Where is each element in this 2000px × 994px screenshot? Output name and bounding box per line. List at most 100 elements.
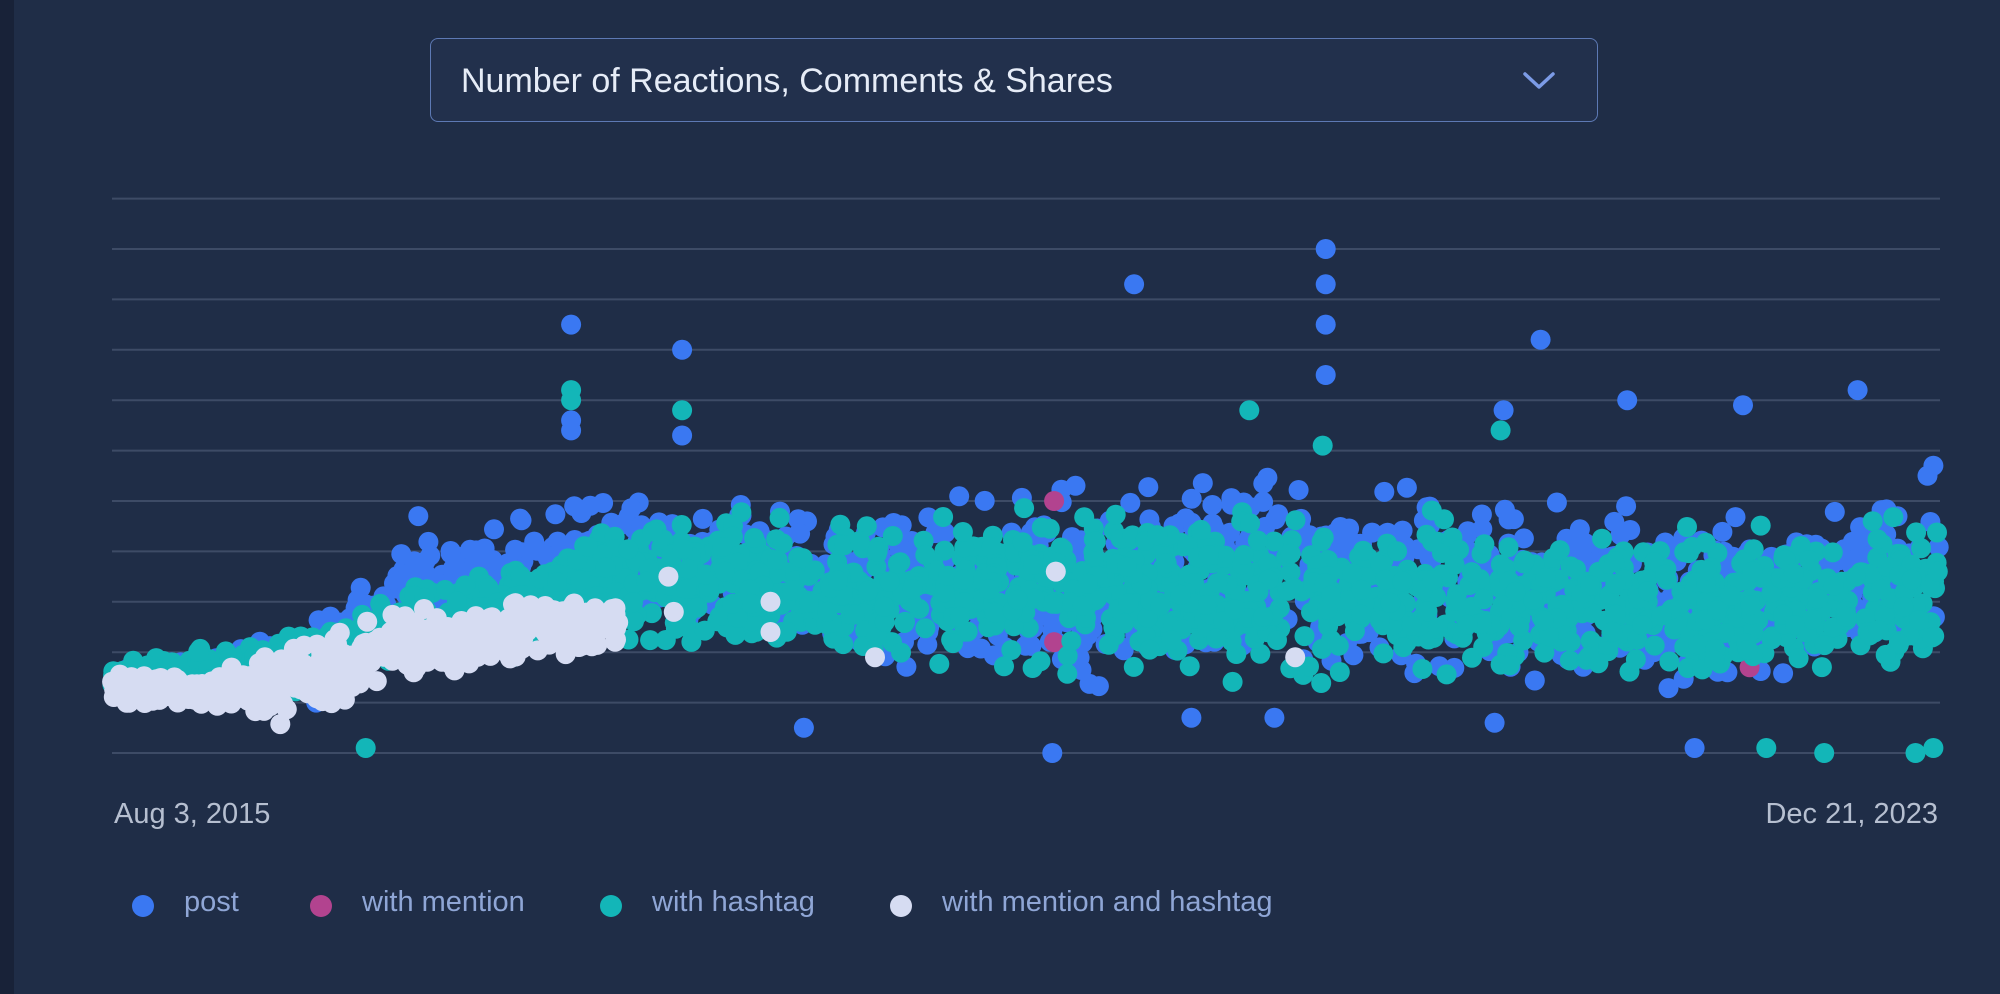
point-with-hashtag[interactable] — [1179, 656, 1200, 677]
point-with-hashtag[interactable] — [1369, 610, 1390, 631]
point-with-mention-and-hashtag[interactable] — [348, 660, 369, 681]
point-with-hashtag[interactable] — [355, 738, 376, 758]
point-with-hashtag[interactable] — [1083, 546, 1104, 567]
point-with-hashtag[interactable] — [1422, 531, 1442, 552]
point-with-hashtag[interactable] — [741, 593, 762, 614]
point-with-mention-and-hashtag[interactable] — [284, 677, 305, 698]
point-post[interactable] — [1042, 743, 1063, 763]
point-with-hashtag[interactable] — [952, 522, 973, 542]
point-with-hashtag[interactable] — [641, 603, 662, 624]
point-with-hashtag[interactable] — [1836, 606, 1857, 627]
point-with-hashtag[interactable] — [1353, 540, 1374, 561]
point-with-mention-and-hashtag[interactable] — [384, 645, 405, 666]
point-with-hashtag[interactable] — [1509, 616, 1530, 637]
point-with-mention-and-hashtag[interactable] — [588, 606, 609, 627]
point-with-mention-and-hashtag[interactable] — [255, 671, 276, 692]
point-with-hashtag[interactable] — [1533, 610, 1554, 631]
point-post[interactable] — [1616, 496, 1637, 517]
point-with-hashtag[interactable] — [1737, 640, 1758, 660]
point-with-hashtag[interactable] — [979, 579, 1000, 600]
point-with-hashtag[interactable] — [915, 544, 936, 565]
point-with-hashtag[interactable] — [776, 621, 797, 642]
point-with-hashtag[interactable] — [1901, 569, 1922, 590]
point-with-mention-and-hashtag[interactable] — [663, 601, 684, 622]
point-with-hashtag[interactable] — [1170, 584, 1191, 605]
point-with-hashtag[interactable] — [1387, 541, 1408, 562]
point-post[interactable] — [949, 486, 970, 507]
point-with-hashtag[interactable] — [830, 514, 851, 535]
point-post[interactable] — [1315, 239, 1336, 259]
point-with-hashtag[interactable] — [1351, 604, 1372, 625]
point-with-hashtag[interactable] — [1412, 659, 1433, 679]
point-with-hashtag[interactable] — [1927, 561, 1948, 582]
point-with-hashtag[interactable] — [1003, 616, 1024, 637]
point-with-hashtag[interactable] — [618, 539, 639, 560]
point-with-hashtag[interactable] — [1161, 630, 1182, 651]
point-with-hashtag[interactable] — [981, 537, 1002, 558]
point-with-hashtag[interactable] — [1588, 653, 1609, 674]
point-with-hashtag[interactable] — [1233, 545, 1254, 565]
point-post[interactable] — [1524, 670, 1545, 691]
point-with-hashtag[interactable] — [1606, 604, 1626, 625]
point-with-hashtag[interactable] — [767, 550, 788, 570]
point-with-mention-and-hashtag[interactable] — [760, 591, 781, 612]
point-with-hashtag[interactable] — [1280, 543, 1301, 564]
point-with-hashtag[interactable] — [1514, 550, 1535, 571]
point-with-hashtag[interactable] — [1559, 650, 1580, 671]
point-with-hashtag[interactable] — [817, 601, 838, 622]
point-with-hashtag[interactable] — [1264, 531, 1285, 552]
point-with-hashtag[interactable] — [867, 541, 888, 562]
point-post[interactable] — [1773, 663, 1794, 684]
point-with-hashtag[interactable] — [1196, 594, 1217, 615]
point-with-hashtag[interactable] — [1457, 614, 1478, 635]
point-with-hashtag[interactable] — [672, 400, 693, 421]
point-post[interactable] — [1484, 712, 1505, 733]
point-with-hashtag[interactable] — [1677, 517, 1697, 537]
point-with-hashtag[interactable] — [1222, 671, 1243, 692]
point-with-mention-and-hashtag[interactable] — [140, 682, 161, 703]
point-with-hashtag[interactable] — [446, 591, 467, 612]
point-with-hashtag[interactable] — [891, 642, 911, 663]
point-with-hashtag[interactable] — [1761, 629, 1782, 650]
point-with-mention-and-hashtag[interactable] — [489, 625, 510, 645]
point-post[interactable] — [1493, 400, 1514, 421]
point-with-hashtag[interactable] — [1351, 579, 1372, 600]
point-with-mention-and-hashtag[interactable] — [562, 611, 583, 632]
point-post[interactable] — [1513, 528, 1534, 549]
point-with-hashtag[interactable] — [1337, 590, 1358, 611]
point-with-mention-and-hashtag[interactable] — [366, 671, 387, 692]
point-with-hashtag[interactable] — [1117, 556, 1137, 577]
point-with-hashtag[interactable] — [1436, 664, 1457, 685]
point-with-hashtag[interactable] — [984, 602, 1005, 623]
point-with-hashtag[interactable] — [1224, 599, 1245, 620]
point-with-hashtag[interactable] — [1785, 615, 1806, 636]
point-with-hashtag[interactable] — [1862, 511, 1883, 532]
point-with-hashtag[interactable] — [1422, 570, 1443, 591]
point-with-hashtag[interactable] — [672, 539, 693, 559]
point-with-hashtag[interactable] — [676, 579, 697, 599]
point-post[interactable] — [1471, 504, 1492, 525]
point-with-hashtag[interactable] — [1024, 588, 1045, 609]
point-with-hashtag[interactable] — [1923, 738, 1944, 758]
point-with-hashtag[interactable] — [1085, 531, 1106, 552]
point-with-hashtag[interactable] — [1280, 562, 1301, 583]
point-with-mention-and-hashtag[interactable] — [207, 695, 228, 716]
point-post[interactable] — [1472, 518, 1493, 539]
point-with-mention-and-hashtag[interactable] — [382, 628, 403, 649]
point-with-hashtag[interactable] — [1118, 593, 1139, 614]
point-post[interactable] — [1181, 707, 1202, 728]
point-with-hashtag[interactable] — [1248, 581, 1269, 602]
point-with-hashtag[interactable] — [1875, 644, 1896, 665]
point-with-hashtag[interactable] — [1283, 577, 1304, 598]
point-with-hashtag[interactable] — [1922, 627, 1943, 648]
point-with-hashtag[interactable] — [1329, 662, 1350, 682]
point-with-hashtag[interactable] — [1393, 637, 1414, 658]
point-with-hashtag[interactable] — [957, 621, 978, 642]
point-with-hashtag[interactable] — [1427, 618, 1448, 639]
point-post[interactable] — [484, 519, 504, 540]
point-with-hashtag[interactable] — [1814, 635, 1835, 656]
point-with-hashtag[interactable] — [1582, 603, 1603, 623]
point-with-hashtag[interactable] — [1535, 567, 1556, 588]
point-post[interactable] — [1733, 395, 1753, 416]
point-with-hashtag[interactable] — [1823, 575, 1844, 596]
